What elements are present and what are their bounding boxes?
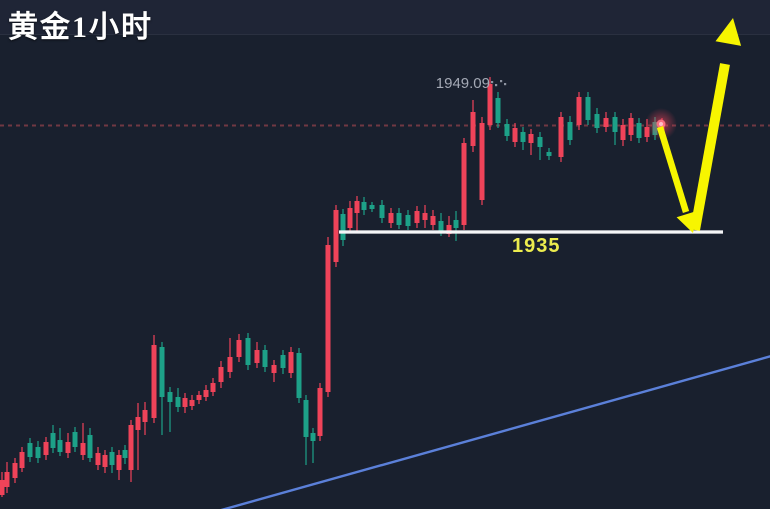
candle-body (87, 435, 93, 458)
candle-body (280, 355, 286, 368)
peak-label-dot (495, 84, 498, 87)
candle-body (175, 397, 181, 407)
candle-body (594, 114, 600, 128)
candle-body (461, 143, 467, 225)
candle-body (333, 210, 339, 262)
candle-body (142, 410, 148, 422)
candle-body (43, 442, 49, 455)
candle-body (414, 211, 420, 223)
candle-body (546, 152, 552, 156)
candle-body (19, 452, 25, 468)
candle-body (196, 395, 202, 400)
candle-body (57, 440, 63, 452)
peak-label-dot (491, 81, 494, 84)
ascending-trendline (220, 355, 770, 509)
candle-body (361, 202, 367, 210)
candle-body (528, 134, 534, 143)
candle-body (102, 455, 108, 467)
candle-body (453, 220, 459, 228)
candle-body (512, 128, 518, 142)
candle-body (603, 118, 609, 127)
top-band (0, 0, 770, 35)
candle-body (396, 213, 402, 225)
candle-body (558, 117, 564, 157)
candle-body (567, 122, 573, 140)
candle-body (612, 117, 618, 132)
candle-body (303, 400, 309, 437)
candle-body (325, 245, 331, 392)
candle-body (537, 137, 543, 147)
candle-body (4, 472, 10, 487)
peak-label-dot (500, 80, 503, 83)
candle-body (379, 205, 385, 218)
candle-body (487, 84, 493, 125)
peak-price-label: 1949.09 (435, 75, 490, 92)
candle-body (245, 338, 251, 365)
candle-body (317, 388, 323, 436)
candle-body (644, 127, 650, 137)
candle-body (80, 443, 86, 455)
candle-body (340, 214, 346, 240)
candle-body (479, 123, 485, 200)
peak-label-dot (504, 83, 507, 86)
chart-title: 黄金1小时 (8, 11, 153, 44)
candle-body (135, 417, 141, 430)
candle-body (585, 97, 591, 120)
support-line-1935 (339, 230, 723, 234)
candle-body (271, 365, 277, 373)
candle-body (116, 455, 122, 470)
yellow-arrow-up-shaft (690, 63, 730, 231)
candle-body (50, 433, 56, 448)
candle-body (636, 123, 642, 138)
candle-body (354, 201, 360, 213)
candle-body (203, 390, 209, 397)
candle-body (388, 213, 394, 223)
candle-body (422, 213, 428, 220)
candle-body (446, 225, 452, 234)
candle-body (65, 442, 71, 453)
candle-body (620, 125, 626, 140)
candle-body (95, 453, 101, 465)
candle-body (167, 392, 173, 402)
candle-body (310, 433, 316, 441)
yellow-arrow-down-shaft (656, 126, 690, 213)
candle-body (262, 350, 268, 367)
candle-body (438, 221, 444, 233)
candle-body (151, 345, 157, 418)
candle-body (369, 205, 375, 209)
candle-body (296, 353, 302, 398)
glow-marker-center (659, 122, 663, 126)
candle-body (347, 208, 353, 228)
candle-body (405, 215, 411, 226)
candle-body (470, 112, 476, 146)
candle-body (254, 350, 260, 363)
candle-body (35, 447, 41, 458)
candle-body (495, 98, 501, 123)
candle-body (576, 97, 582, 125)
candle-body (128, 425, 134, 470)
candle-body (122, 450, 128, 458)
candle-body (0, 480, 5, 495)
candle-body (182, 398, 188, 407)
candle-body (109, 452, 115, 465)
candle-body (218, 367, 224, 382)
candle-body (288, 352, 294, 373)
candle-body (72, 432, 78, 447)
candle-body (27, 443, 33, 457)
candle-body (430, 216, 436, 225)
candle-body (210, 383, 216, 392)
support-price-label: 1935 (512, 235, 561, 257)
candle-body (159, 347, 165, 397)
yellow-arrow-up-head (715, 18, 742, 46)
candle-body (504, 124, 510, 136)
candle-body (628, 118, 634, 135)
candle-body (189, 400, 195, 406)
candle-body (520, 132, 526, 142)
candle-body (12, 463, 18, 478)
candle-body (227, 357, 233, 372)
candle-body (236, 340, 242, 357)
